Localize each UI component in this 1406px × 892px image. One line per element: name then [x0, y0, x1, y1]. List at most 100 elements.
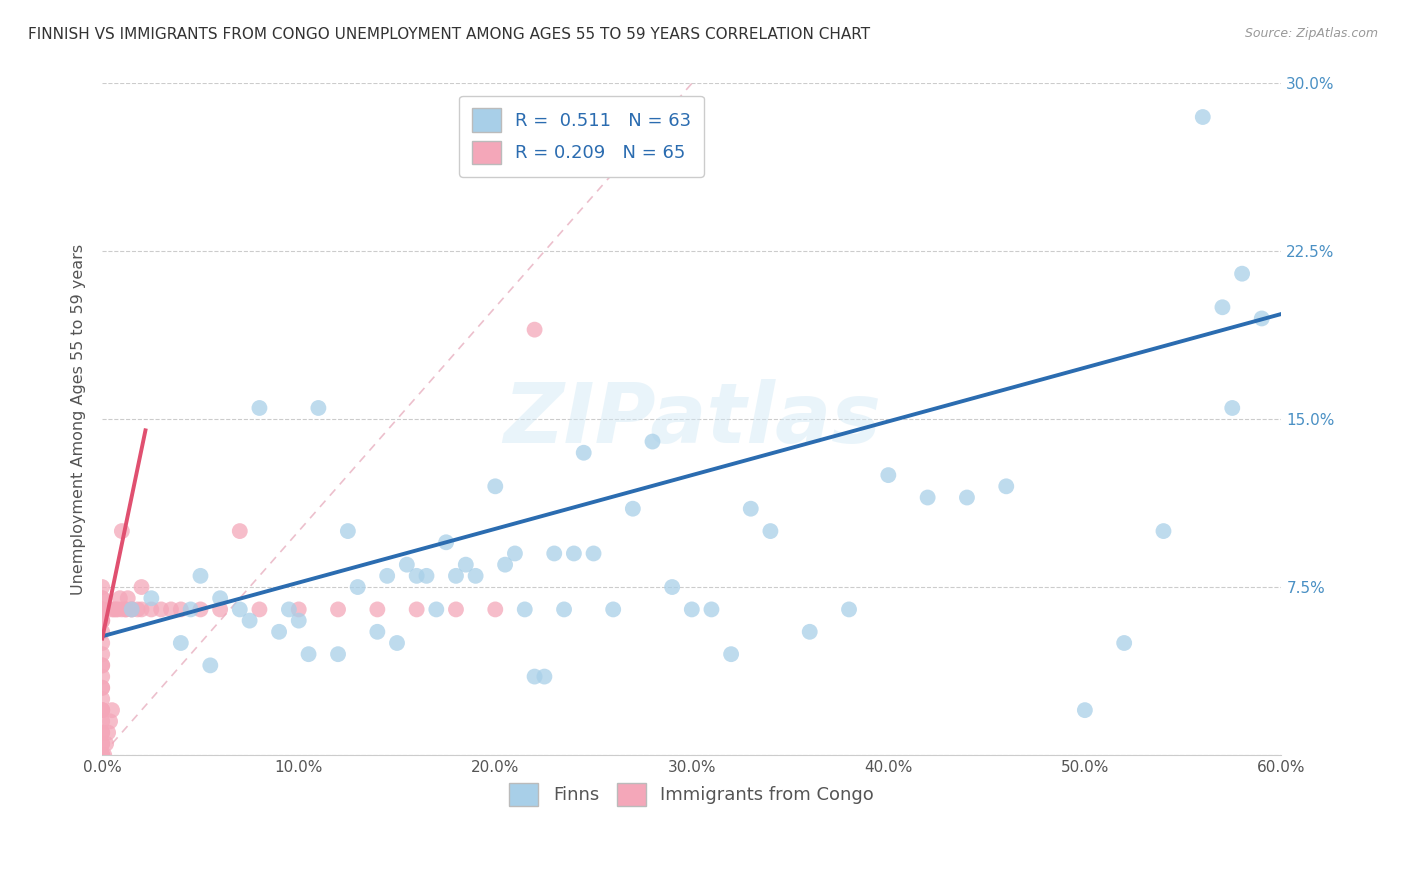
Point	[91, 681, 114, 695]
Point	[91, 737, 114, 751]
Point	[405, 569, 427, 583]
Point	[366, 624, 388, 639]
Point	[91, 614, 114, 628]
Point	[336, 524, 359, 538]
Point	[91, 602, 114, 616]
Point	[101, 703, 124, 717]
Point	[141, 591, 163, 606]
Point	[190, 602, 212, 616]
Point	[209, 591, 232, 606]
Point	[494, 558, 516, 572]
Point	[170, 602, 193, 616]
Point	[277, 602, 299, 616]
Point	[91, 624, 114, 639]
Point	[107, 602, 129, 616]
Point	[287, 602, 309, 616]
Point	[91, 725, 114, 739]
Point	[121, 602, 143, 616]
Point	[553, 602, 575, 616]
Point	[503, 546, 526, 560]
Point	[94, 737, 117, 751]
Point	[91, 725, 114, 739]
Point	[91, 737, 114, 751]
Point	[375, 569, 398, 583]
Point	[1250, 311, 1272, 326]
Point	[917, 491, 939, 505]
Point	[307, 401, 329, 415]
Point	[229, 602, 252, 616]
Point	[582, 546, 605, 560]
Point	[93, 747, 115, 762]
Point	[700, 602, 723, 616]
Point	[91, 614, 114, 628]
Point	[572, 446, 595, 460]
Point	[661, 580, 683, 594]
Point	[297, 647, 319, 661]
Point	[111, 602, 134, 616]
Point	[523, 669, 546, 683]
Point	[562, 546, 585, 560]
Point	[799, 624, 821, 639]
Point	[91, 747, 114, 762]
Point	[1074, 703, 1097, 717]
Point	[114, 602, 136, 616]
Point	[101, 602, 124, 616]
Point	[127, 602, 149, 616]
Point	[91, 747, 114, 762]
Point	[91, 703, 114, 717]
Point	[326, 602, 349, 616]
Point	[1230, 267, 1253, 281]
Point	[141, 602, 163, 616]
Point	[346, 580, 368, 594]
Point	[91, 692, 114, 706]
Point	[464, 569, 486, 583]
Point	[1191, 110, 1213, 124]
Point	[1211, 300, 1233, 314]
Point	[1153, 524, 1175, 538]
Point	[513, 602, 536, 616]
Point	[108, 591, 131, 606]
Point	[180, 602, 202, 616]
Point	[91, 647, 114, 661]
Point	[131, 580, 153, 594]
Text: FINNISH VS IMMIGRANTS FROM CONGO UNEMPLOYMENT AMONG AGES 55 TO 59 YEARS CORRELAT: FINNISH VS IMMIGRANTS FROM CONGO UNEMPLO…	[28, 27, 870, 42]
Point	[523, 323, 546, 337]
Point	[956, 491, 979, 505]
Point	[91, 703, 114, 717]
Point	[114, 602, 136, 616]
Legend: Finns, Immigrants from Congo: Finns, Immigrants from Congo	[502, 775, 882, 813]
Point	[621, 501, 644, 516]
Point	[249, 401, 271, 415]
Point	[91, 591, 114, 606]
Point	[200, 658, 222, 673]
Point	[97, 725, 120, 739]
Point	[91, 747, 114, 762]
Point	[838, 602, 860, 616]
Point	[121, 602, 143, 616]
Point	[267, 624, 290, 639]
Point	[150, 602, 173, 616]
Point	[91, 602, 114, 616]
Point	[759, 524, 782, 538]
Point	[121, 602, 143, 616]
Point	[91, 602, 114, 616]
Point	[103, 602, 125, 616]
Point	[326, 647, 349, 661]
Point	[366, 602, 388, 616]
Point	[104, 602, 127, 616]
Point	[1114, 636, 1136, 650]
Point	[602, 602, 624, 616]
Point	[91, 658, 114, 673]
Text: Source: ZipAtlas.com: Source: ZipAtlas.com	[1244, 27, 1378, 40]
Point	[484, 602, 506, 616]
Point	[91, 580, 114, 594]
Y-axis label: Unemployment Among Ages 55 to 59 years: Unemployment Among Ages 55 to 59 years	[72, 244, 86, 595]
Point	[249, 602, 271, 616]
Point	[543, 546, 565, 560]
Point	[405, 602, 427, 616]
Point	[395, 558, 418, 572]
Point	[444, 569, 467, 583]
Point	[190, 569, 212, 583]
Point	[91, 681, 114, 695]
Point	[91, 658, 114, 673]
